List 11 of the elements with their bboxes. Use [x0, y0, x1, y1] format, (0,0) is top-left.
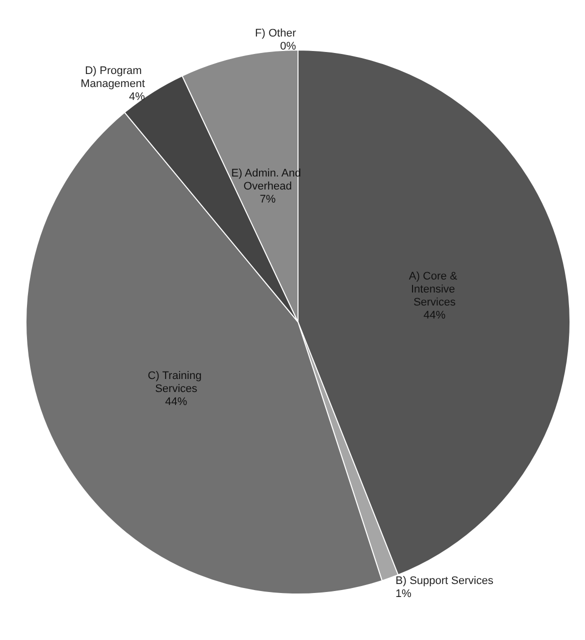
data-label: 44%	[424, 309, 446, 322]
data-label: 7%	[260, 193, 276, 206]
slice-label: A) Core & Intensive Services	[408, 270, 460, 308]
text: 0%	[280, 40, 296, 52]
data-label: 4%	[128, 90, 146, 103]
slice-label: D) Program Management	[80, 64, 145, 90]
slice-label: B) Support Services	[396, 574, 494, 587]
slice-label: C) Training Services	[148, 370, 205, 395]
data-label: 44%	[165, 396, 188, 408]
data-label: 1%	[396, 588, 412, 600]
category-label: F) Other	[255, 28, 296, 40]
